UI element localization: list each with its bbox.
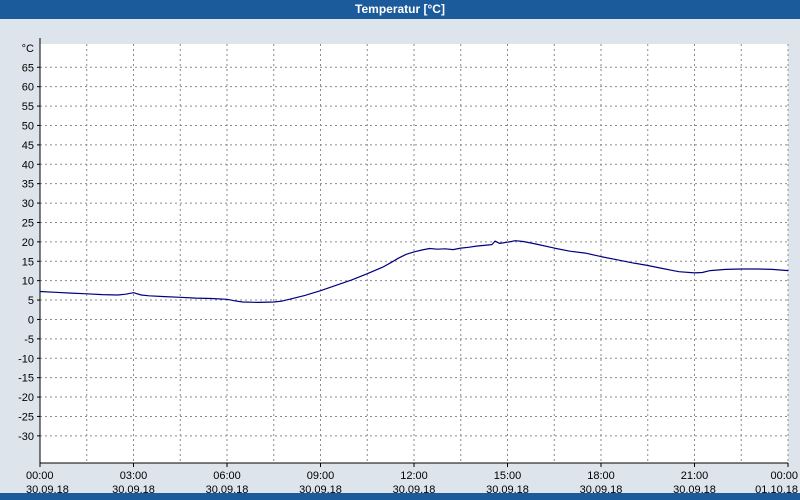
x-tick-date-label: 30.09.18 (299, 484, 342, 493)
y-tick-label: 5 (28, 295, 34, 307)
y-tick-label: 40 (22, 159, 34, 171)
y-tick-label: 25 (22, 217, 34, 229)
y-tick-label: 55 (22, 101, 34, 113)
y-tick-label: 60 (22, 82, 34, 94)
plot-background (40, 44, 788, 463)
x-tick-time-label: 03:00 (120, 470, 148, 482)
window-titlebar: Temperatur [°C] (0, 0, 800, 19)
x-tick-date-label: 30.09.18 (580, 484, 623, 493)
axes (37, 38, 789, 467)
y-tick-label: 20 (22, 237, 34, 249)
x-tick-time-label: 15:00 (494, 470, 522, 482)
x-tick-date-label: 30.09.18 (393, 484, 436, 493)
y-tick-label: -30 (18, 431, 34, 443)
y-tick-label: -20 (18, 392, 34, 404)
y-tick-label: -5 (24, 334, 34, 346)
y-tick-label: -10 (18, 353, 34, 365)
window-title: Temperatur [°C] (355, 2, 445, 16)
y-tick-label: 0 (28, 314, 34, 326)
x-tick-date-label: 30.09.18 (673, 484, 716, 493)
x-axis-labels: 00:00 30.09.18 03:00 30.09.18 06:00 30.09.18 0… (26, 470, 798, 496)
x-tick-time-label: 18:00 (587, 470, 615, 482)
chart-area: 65 60 55 50 45 40 35 30 25 20 15 10 5 0 -5 -10 -15 -20 -25… (0, 19, 800, 496)
x-tick-time-label: 09:00 (307, 470, 335, 482)
x-tick-time-label: 00:00 (770, 470, 798, 482)
x-tick-time-label: 00:00 (26, 470, 54, 482)
y-tick-label: -15 (18, 373, 34, 385)
y-tick-label: 30 (22, 198, 34, 210)
y-tick-label: 15 (22, 256, 34, 268)
temperature-line-chart: 65605550454035302520151050-5-10-15-20-25… (18, 38, 798, 496)
x-tick-date-label: 30.09.18 (206, 484, 249, 493)
x-tick-date-label: 30.09.18 (486, 484, 529, 493)
y-tick-label: 65 (22, 62, 34, 74)
y-tick-label: 50 (22, 120, 34, 132)
y-tick-label: 45 (22, 140, 34, 152)
y-tick-label: 35 (22, 179, 34, 191)
x-tick-date-label: 01.10.18 (755, 484, 798, 493)
y-axis-labels: 65605550454035302520151050-5-10-15-20-25… (18, 43, 34, 443)
x-tick-date-label: 30.09.18 (112, 484, 155, 493)
x-tick-time-label: 21:00 (681, 470, 709, 482)
x-tick-date-label: 30.09.18 (26, 484, 69, 493)
x-tick-time-label: 06:00 (213, 470, 241, 482)
y-tick-label: 10 (22, 276, 34, 288)
y-tick-label: -25 (18, 411, 34, 423)
y-axis-unit-label: °C (22, 43, 34, 55)
x-tick-time-label: 12:00 (400, 470, 428, 482)
bottom-status-strip (0, 493, 800, 500)
temperature-series-line (39, 240, 789, 303)
